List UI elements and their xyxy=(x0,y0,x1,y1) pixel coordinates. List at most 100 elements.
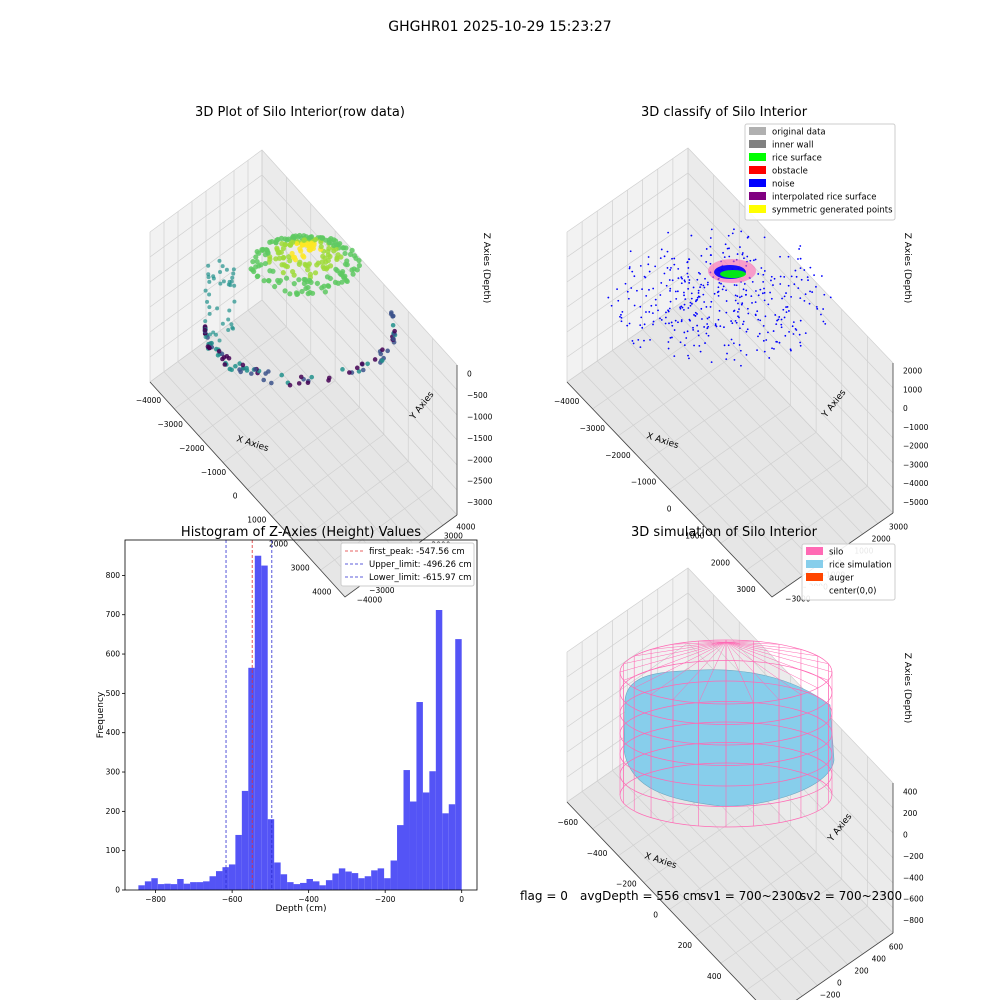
noise-point xyxy=(793,283,796,286)
noise-point xyxy=(756,349,758,351)
x-tick-label: 0 xyxy=(667,505,672,514)
noise-point xyxy=(703,286,706,289)
grid-line xyxy=(149,149,458,366)
noise-point xyxy=(689,319,691,322)
noise-point xyxy=(783,295,786,298)
histogram-bar xyxy=(209,876,216,890)
noise-point xyxy=(666,250,669,253)
noise-point xyxy=(709,306,712,308)
noise-point xyxy=(775,323,778,326)
histogram-bar xyxy=(287,882,294,890)
z-tick-label: 0 xyxy=(903,830,908,839)
data-point xyxy=(312,270,319,276)
noise-point xyxy=(777,318,780,321)
data-point xyxy=(349,247,355,253)
noise-point xyxy=(746,307,749,310)
noise-point xyxy=(787,284,790,287)
data-point xyxy=(207,305,212,310)
noise-point xyxy=(679,307,682,310)
data-point xyxy=(283,263,289,269)
y-tick-label: 600 xyxy=(106,650,121,659)
histogram-bar xyxy=(306,878,313,890)
data-point xyxy=(254,273,260,280)
classify-legend-frame xyxy=(744,123,896,221)
histogram-bar xyxy=(267,819,275,890)
x-tick-label: −3000 xyxy=(157,420,183,429)
noise-point xyxy=(747,312,750,315)
noise-point xyxy=(721,288,724,291)
data-point xyxy=(240,365,246,371)
silo-roof-strut xyxy=(651,641,727,650)
histogram-panel: Histogram of Z-Axies (Height) Values −80… xyxy=(96,525,478,914)
noise-point xyxy=(669,336,672,339)
noise-point xyxy=(750,295,753,297)
y-tick-label: 3000 xyxy=(444,531,463,540)
noise-point xyxy=(670,321,673,324)
noise-point xyxy=(710,300,713,303)
noise-point xyxy=(620,313,622,316)
noise-point xyxy=(701,318,703,320)
simulation-legend: silo rice simulation auger center(0,0) xyxy=(801,543,896,601)
histogram-bar xyxy=(157,884,165,890)
noise-point xyxy=(671,336,673,339)
data-point xyxy=(254,258,260,265)
noise-point xyxy=(718,309,721,312)
noise-point xyxy=(640,316,643,319)
noise-point xyxy=(752,259,755,262)
noise-point xyxy=(773,347,775,350)
x-tick-label: −400 xyxy=(298,895,319,904)
grid-line xyxy=(247,310,444,526)
grid-line xyxy=(149,299,458,516)
noise-point xyxy=(779,283,782,285)
grid-line xyxy=(694,852,817,937)
noise-point xyxy=(645,311,647,313)
data-point xyxy=(309,374,315,380)
noise-point xyxy=(620,316,623,319)
noise-point xyxy=(696,324,699,327)
data-point xyxy=(211,274,216,279)
legend-swatch xyxy=(749,140,766,148)
y-tick-label: 700 xyxy=(106,610,121,619)
data-point xyxy=(354,267,360,273)
noise-point xyxy=(730,320,733,322)
y-tick-label: 3000 xyxy=(889,522,908,531)
noise-point xyxy=(669,287,672,290)
noise-point xyxy=(704,342,706,344)
noise-point xyxy=(720,282,722,285)
data-point xyxy=(217,258,222,263)
noise-point xyxy=(731,232,734,235)
figure-title: GHGHR01 2025-10-29 15:23:27 xyxy=(388,19,611,35)
legend-swatch xyxy=(806,573,823,581)
noise-point xyxy=(724,243,727,246)
histogram-bar xyxy=(409,801,417,890)
x-tick-label: 200 xyxy=(678,941,693,950)
noise-point xyxy=(655,304,657,307)
silo-roof-strut xyxy=(725,641,818,689)
noise-point xyxy=(794,269,797,272)
noise-point xyxy=(798,333,801,336)
data-point xyxy=(290,269,296,275)
noise-point xyxy=(730,338,733,341)
simulation-z-ticks: 400 200 0 −200 −400 −600 −800 xyxy=(903,788,924,926)
noise-point xyxy=(702,293,705,296)
grid-line xyxy=(669,825,791,910)
data-point xyxy=(249,371,254,376)
x-tick-label: −400 xyxy=(587,849,608,858)
data-point xyxy=(318,244,324,250)
noise-point xyxy=(741,302,744,305)
noise-point xyxy=(733,358,736,361)
data-point xyxy=(267,256,273,262)
noise-point xyxy=(723,256,726,259)
y-tick-label: 200 xyxy=(854,966,869,975)
data-point xyxy=(250,259,256,265)
grid-line xyxy=(566,147,894,364)
noise-point xyxy=(669,300,672,303)
x-tick-label: 2000 xyxy=(269,540,288,549)
legend-swatch xyxy=(749,179,766,187)
noise-point xyxy=(743,283,746,285)
grid-line xyxy=(566,222,894,439)
noise-point xyxy=(677,267,680,270)
noise-point xyxy=(698,344,701,347)
noise-point xyxy=(680,282,683,285)
data-point xyxy=(319,259,325,265)
